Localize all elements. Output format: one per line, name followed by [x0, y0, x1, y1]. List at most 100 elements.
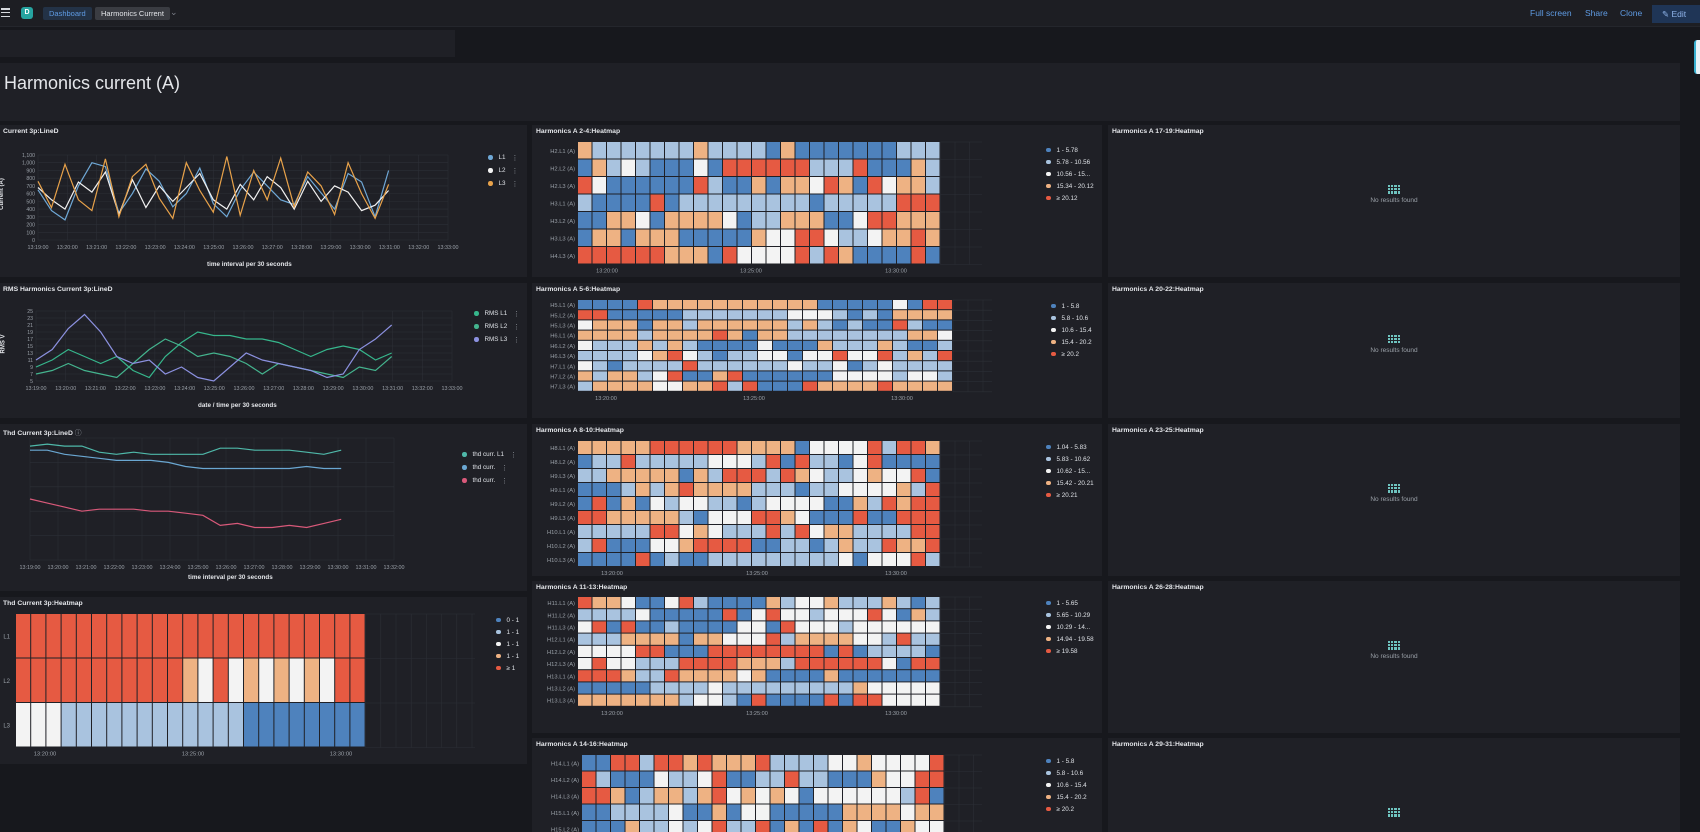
heatmap-cell[interactable]: [868, 525, 882, 538]
heatmap-cell[interactable]: [863, 300, 877, 310]
heatmap-cell[interactable]: [621, 539, 636, 552]
heatmap-cell[interactable]: [737, 247, 752, 264]
heatmap-cell[interactable]: [708, 621, 723, 633]
heatmap-cell[interactable]: [897, 539, 911, 552]
heatmap-cell[interactable]: [897, 455, 911, 468]
heatmap-cell[interactable]: [636, 645, 650, 657]
heatmap-cell[interactable]: [653, 330, 667, 340]
heatmap-cell[interactable]: [708, 539, 723, 552]
heatmap-cell[interactable]: [723, 694, 737, 706]
heatmap-cell[interactable]: [592, 539, 607, 552]
heatmap-cell[interactable]: [593, 300, 607, 310]
heatmap-cell[interactable]: [737, 159, 752, 177]
heatmap-cell[interactable]: [833, 340, 847, 350]
heatmap-cell[interactable]: [926, 497, 940, 510]
heatmap-cell[interactable]: [853, 229, 868, 247]
heatmap-cell[interactable]: [911, 633, 926, 645]
heatmap-cell[interactable]: [698, 821, 712, 832]
heatmap-cell[interactable]: [607, 212, 621, 229]
heatmap-cell[interactable]: [607, 633, 621, 645]
heatmap-cell[interactable]: [872, 804, 886, 821]
heatmap-cell[interactable]: [795, 497, 810, 510]
heatmap-cell[interactable]: [868, 633, 882, 645]
heatmap-cell[interactable]: [930, 804, 944, 821]
heatmap-cell[interactable]: [683, 330, 697, 340]
heatmap-cell[interactable]: [752, 441, 766, 454]
heatmap-cell[interactable]: [669, 788, 683, 804]
heatmap-cell[interactable]: [623, 320, 637, 330]
heatmap-cell[interactable]: [743, 300, 757, 310]
chevron-down-icon[interactable]: ⌄: [170, 7, 178, 17]
heatmap-cell[interactable]: [828, 804, 843, 821]
heatmap-cell[interactable]: [752, 159, 766, 177]
heatmap-cell[interactable]: [592, 525, 607, 538]
heatmap-cell[interactable]: [795, 553, 810, 566]
heatmap-cell[interactable]: [882, 645, 897, 657]
heatmap-cell[interactable]: [636, 159, 650, 177]
heatmap-cell[interactable]: [708, 511, 723, 524]
heatmap-cell[interactable]: [833, 371, 847, 381]
heatmap-cell[interactable]: [737, 597, 752, 609]
heatmap-cell[interactable]: [795, 229, 810, 247]
heatmap-cell[interactable]: [708, 229, 723, 247]
heatmap-cell[interactable]: [766, 682, 781, 694]
heatmap-cell[interactable]: [878, 310, 892, 320]
heatmap-cell[interactable]: [665, 441, 679, 454]
heatmap-cell[interactable]: [853, 142, 868, 159]
heatmap-cell[interactable]: [596, 771, 611, 788]
heatmap-cell[interactable]: [694, 229, 708, 247]
heatmap-cell[interactable]: [723, 658, 737, 670]
heatmap-cell[interactable]: [650, 645, 665, 657]
heatmap-cell[interactable]: [623, 371, 637, 381]
heatmap-cell[interactable]: [728, 381, 742, 391]
heatmap-cell[interactable]: [608, 340, 622, 350]
heatmap-cell[interactable]: [781, 511, 795, 524]
heatmap-cell[interactable]: [636, 194, 650, 212]
heatmap-cell[interactable]: [872, 755, 886, 771]
heatmap-cell[interactable]: [650, 597, 665, 609]
kebab-icon[interactable]: ⋮: [511, 167, 519, 175]
heatmap-cell[interactable]: [882, 455, 897, 468]
heatmap-cell[interactable]: [766, 658, 781, 670]
heatmap-cell[interactable]: [636, 694, 650, 706]
heatmap-cell[interactable]: [893, 340, 907, 350]
legend-item[interactable]: 15.4 - 20.2: [1051, 336, 1092, 348]
heatmap-cell[interactable]: [824, 553, 839, 566]
heatmap-cell[interactable]: [926, 441, 940, 454]
heatmap-cell[interactable]: [228, 658, 243, 703]
legend-item[interactable]: 5.78 - 10.56: [1046, 156, 1094, 168]
legend-item[interactable]: 10.56 - 15...: [1046, 168, 1094, 180]
legend-item[interactable]: 1 - 1: [496, 638, 519, 650]
heatmap-cell[interactable]: [708, 694, 723, 706]
heatmap-cell[interactable]: [582, 771, 596, 788]
heatmap-cell[interactable]: [752, 497, 766, 510]
heatmap-cell[interactable]: [653, 310, 667, 320]
heatmap-cell[interactable]: [578, 300, 592, 310]
heatmap-cell[interactable]: [694, 212, 708, 229]
heatmap-cell[interactable]: [824, 511, 839, 524]
heatmap-cell[interactable]: [911, 539, 926, 552]
heatmap-cell[interactable]: [698, 755, 712, 771]
heatmap-cell[interactable]: [803, 310, 817, 320]
heatmap-cell[interactable]: [882, 247, 897, 264]
kebab-icon[interactable]: ⋮: [501, 477, 509, 485]
heatmap-cell[interactable]: [781, 645, 795, 657]
heatmap-cell[interactable]: [737, 539, 752, 552]
heatmap-cell[interactable]: [810, 621, 824, 633]
heatmap-cell[interactable]: [882, 441, 897, 454]
heatmap-cell[interactable]: [636, 497, 650, 510]
heatmap-cell[interactable]: [582, 804, 596, 821]
heatmap-cell[interactable]: [781, 609, 795, 621]
heatmap-cell[interactable]: [137, 703, 152, 747]
heatmap-cell[interactable]: [741, 755, 756, 771]
clone-button[interactable]: Clone: [1620, 8, 1643, 18]
heatmap-cell[interactable]: [814, 788, 828, 804]
heatmap-cell[interactable]: [882, 177, 897, 194]
heatmap-cell[interactable]: [708, 441, 723, 454]
heatmap-cell[interactable]: [665, 658, 679, 670]
heatmap-cell[interactable]: [795, 177, 810, 194]
heatmap-cell[interactable]: [621, 511, 636, 524]
heatmap-cell[interactable]: [723, 633, 737, 645]
heatmap-cell[interactable]: [752, 609, 766, 621]
heatmap-cell[interactable]: [723, 142, 737, 159]
